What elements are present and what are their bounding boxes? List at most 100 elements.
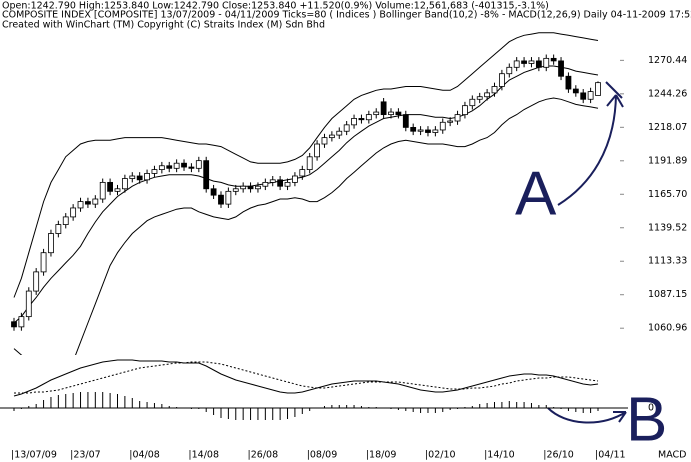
header-line: Open:1242.790 High:1253.840 Low:1242.790… (2, 1, 549, 12)
y-tick-label: 1139.52 (648, 222, 687, 233)
annotation: B (626, 385, 667, 454)
x-tick-label: |08/09 (307, 450, 338, 461)
candle-body (107, 181, 114, 192)
candle-body (506, 66, 513, 75)
candle-body (25, 290, 32, 318)
y-tick-label: 1060.96 (648, 323, 687, 334)
x-tick-label: |04/11 (595, 450, 626, 461)
candle-body (587, 91, 594, 100)
candle-body (195, 160, 202, 169)
y-tick-label: 1087.15 (648, 289, 687, 300)
candle-body (358, 118, 365, 121)
candle-body (328, 134, 335, 139)
x-tick-label: |26/10 (543, 450, 574, 461)
candle-body (33, 271, 40, 292)
y-tick-label: 1218.07 (648, 122, 687, 133)
candle-body (99, 181, 106, 200)
candle-body (528, 60, 535, 64)
candle-body (40, 252, 47, 273)
candle-body (388, 111, 394, 116)
candle-body (580, 92, 587, 100)
candle-body (306, 156, 313, 170)
candle-body (498, 73, 505, 87)
candle-body (417, 129, 424, 132)
candle-body (203, 160, 210, 190)
bollinger-upper (13, 32, 599, 298)
candle-body (144, 173, 150, 181)
candle-body (373, 111, 380, 116)
candle-body (240, 185, 247, 190)
x-tick-label: |14/10 (484, 450, 515, 461)
candle-body (262, 181, 269, 187)
candle-body (336, 130, 343, 136)
x-tick-label: |02/10 (425, 450, 456, 461)
candle-body (484, 92, 491, 98)
y-tick-label: 1270.44 (648, 55, 687, 66)
candle-body (425, 129, 431, 133)
annotation: A (515, 159, 557, 228)
candle-body (114, 188, 121, 192)
candle-body (595, 82, 601, 96)
x-tick-label: |26/08 (248, 450, 279, 461)
arrow (557, 94, 624, 206)
candle-body (121, 178, 128, 190)
candle-body (277, 179, 284, 187)
candle-body (402, 114, 409, 128)
candle-body (513, 60, 520, 68)
candle-body (55, 224, 62, 234)
candle-body (247, 185, 254, 190)
candle-body (136, 175, 143, 181)
candle-body (151, 169, 158, 174)
candle-body (269, 179, 276, 183)
candle-body (181, 162, 187, 168)
candle-body (92, 198, 99, 205)
x-tick-label: |13/07/09 (11, 450, 57, 461)
candle-body (210, 188, 217, 196)
y-tick-label: 1244.26 (648, 88, 687, 99)
candle-body (439, 121, 446, 131)
y-tick-label: 1113.33 (648, 256, 687, 267)
candle-body (292, 175, 298, 183)
bollinger-middle (13, 65, 599, 324)
candle-body (70, 207, 77, 218)
candle-body (158, 165, 165, 170)
bollinger-lower (13, 97, 599, 355)
candle-body (129, 175, 136, 179)
header-line: Created with WinChart (TM) Copyright (C)… (2, 20, 325, 31)
candle-body (48, 233, 54, 254)
candle-body (232, 188, 239, 192)
candle-body (469, 98, 476, 107)
candle-body (18, 316, 25, 328)
macd-label: MACD (658, 450, 686, 461)
macd-line (13, 359, 599, 397)
candle-body (343, 124, 350, 132)
candle-body (535, 60, 542, 68)
candle-body (218, 194, 224, 205)
candle-body (543, 57, 550, 68)
candle-body (462, 105, 468, 116)
x-tick-label: |23/07 (70, 450, 101, 461)
candle-body (365, 114, 372, 121)
candle-body (321, 137, 328, 145)
candle-body (11, 321, 17, 328)
y-tick-label: 1165.70 (648, 189, 687, 200)
candle-body (572, 88, 579, 94)
candle-body (565, 75, 572, 90)
candle-body (225, 190, 232, 205)
candle-body (410, 127, 417, 132)
candle-body (188, 166, 195, 169)
y-tick-label: 1191.89 (648, 155, 687, 166)
candle-body (550, 57, 557, 62)
candle-body (447, 120, 454, 123)
y-tick-label: 0 (648, 403, 654, 414)
candle-body (476, 96, 483, 100)
arrow-tail (605, 81, 623, 99)
x-tick-label: |18/09 (366, 450, 397, 461)
candle-body (351, 118, 357, 126)
candle-body (521, 60, 527, 64)
signal-line (14, 361, 599, 394)
candle-body (395, 111, 402, 116)
candle-body (432, 129, 439, 133)
candle-body (62, 216, 69, 225)
